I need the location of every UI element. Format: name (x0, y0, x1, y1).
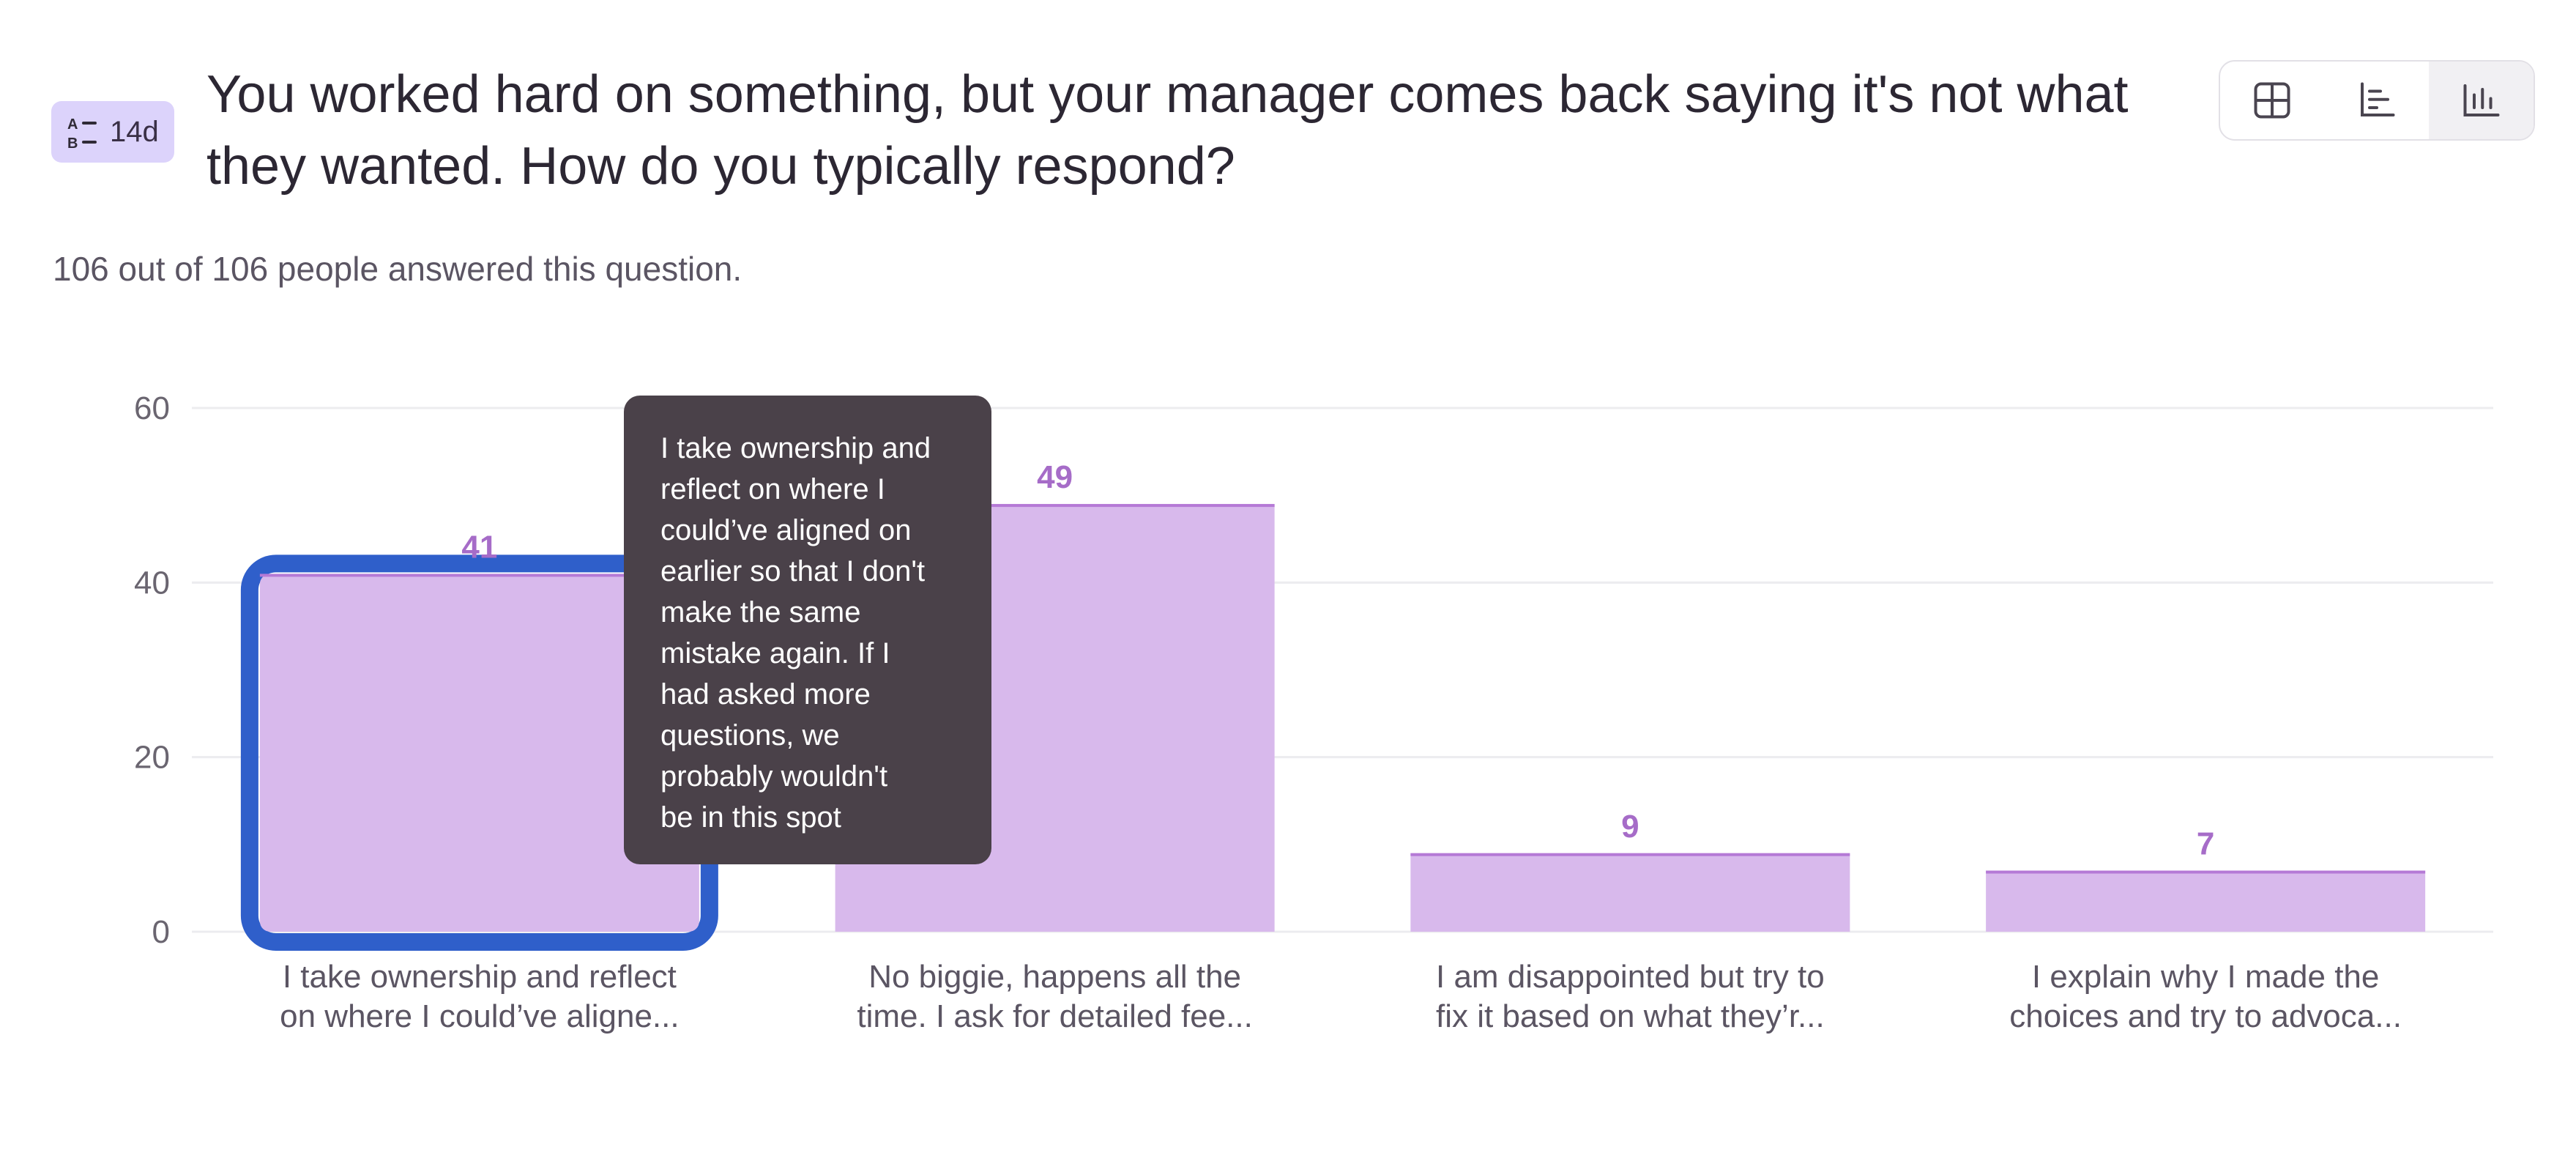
tooltip-line: probably wouldn't (660, 760, 888, 793)
tooltip-line: reflect on where I (660, 473, 885, 505)
x-tick-label: No biggie, happens all the (868, 959, 1241, 995)
bar-top-edge (1986, 870, 2426, 874)
x-tick-label: I am disappointed but try to (1436, 959, 1825, 995)
tooltip-line: make the same (660, 596, 861, 628)
bar-top-edge (835, 504, 1275, 508)
tooltip-line: mistake again. If I (660, 637, 890, 669)
bar (259, 574, 699, 932)
data-label: 49 (1037, 459, 1073, 495)
ab-choice-icon: A B (67, 116, 97, 152)
svg-text:B: B (67, 136, 78, 152)
bar-top-edge (259, 574, 699, 577)
tooltip-line: I take ownership and (660, 432, 931, 464)
bar-top-edge (1410, 853, 1850, 856)
badge-text: 14d (110, 115, 159, 148)
y-tick-label: 40 (134, 565, 170, 601)
vertical-bar-chart-icon (2463, 84, 2500, 116)
y-tick-label: 20 (134, 740, 170, 776)
y-tick-label: 60 (134, 390, 170, 426)
x-tick-label: I take ownership and reflect (283, 959, 677, 995)
x-tick-label: time. I ask for detailed fee... (857, 998, 1252, 1034)
data-label: 41 (461, 529, 497, 565)
question-title: You worked hard on something, but your m… (206, 65, 2129, 196)
table-view-button[interactable] (2220, 62, 2325, 139)
y-tick-label: 0 (152, 914, 170, 950)
x-tick-label: fix it based on what they’r... (1436, 998, 1825, 1034)
horizontal-bar-chart-icon (2361, 82, 2395, 116)
data-label: 7 (2197, 826, 2214, 862)
tooltip-line: had asked more (660, 678, 871, 711)
x-tick-label: on where I could’ve aligne... (280, 998, 679, 1034)
view-toggle (2219, 60, 2535, 141)
answered-count: 106 out of 106 people answered this ques… (53, 250, 742, 288)
x-tick-label: I explain why I made the (2032, 959, 2379, 995)
tooltip-line: earlier so that I don't (660, 555, 926, 587)
bar (1410, 853, 1850, 932)
vertical-bar-view-button[interactable] (2429, 62, 2534, 139)
svg-text:A: A (67, 116, 78, 133)
tooltip-line: be in this spot (660, 801, 841, 834)
bar (1986, 870, 2426, 932)
tooltip-line: could’ve aligned on (660, 514, 912, 546)
horizontal-bar-view-button[interactable] (2325, 62, 2430, 139)
x-tick-label: choices and try to advoca... (2009, 998, 2402, 1034)
data-label: 9 (1621, 809, 1639, 845)
bar-tooltip: I take ownership and reflect on where I co… (624, 396, 991, 864)
table-icon (2254, 82, 2290, 119)
question-type-badge: A B 14d (51, 101, 174, 163)
tooltip-line: questions, we (660, 719, 840, 752)
